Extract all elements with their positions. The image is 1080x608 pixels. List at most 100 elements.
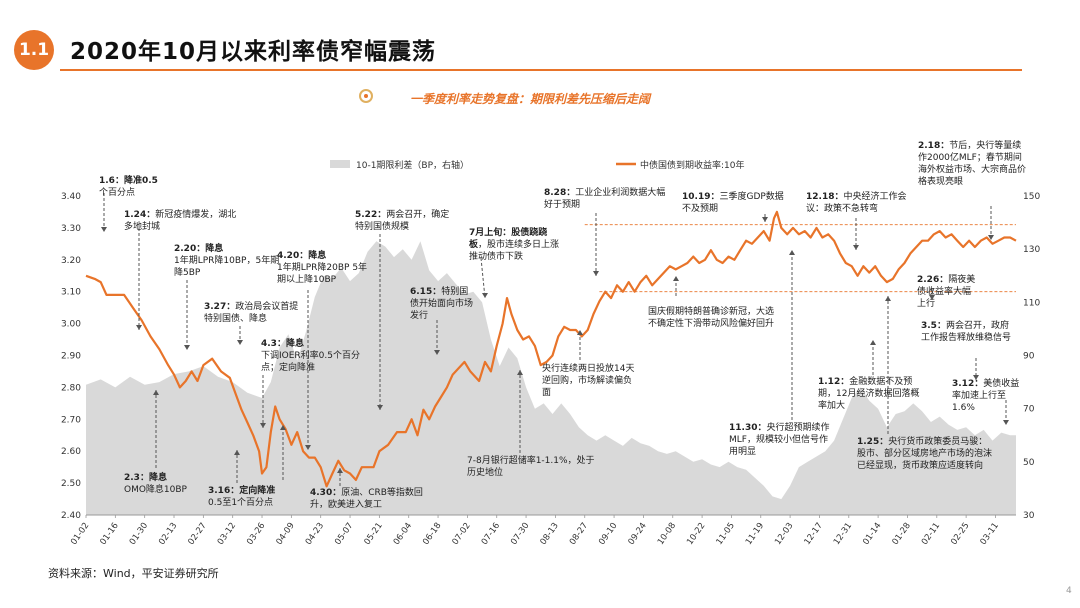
spread-area — [86, 241, 1016, 515]
annotation-0420: 4.20：降息 1年期LPR降20BP 5年期以上降10BP — [277, 250, 369, 286]
annotation-text: 三季度GDP数据不及预期 — [682, 192, 784, 214]
annotation-arrowhead — [762, 217, 768, 222]
y-left-tick-label: 3.00 — [61, 320, 81, 330]
annotation-1019: 10.19：三季度GDP数据不及预期 — [682, 191, 786, 215]
annotation-arrowhead — [1003, 420, 1009, 425]
annotation-arrowhead — [789, 250, 795, 255]
annotation-arrow — [480, 257, 486, 299]
annotation-0106: 1.6：降准0.5 个百分点 — [99, 175, 179, 199]
annotation-date: 10.19： — [682, 192, 720, 202]
annotation-0828: 8.28：工业企业利润数据大幅好于预期 — [544, 187, 672, 211]
title-underline — [60, 69, 1022, 71]
annotation-text: 央行超预期续作MLF，规模较小但信号作用明显 — [729, 423, 830, 457]
annotation-excess-reserve: 7-8月银行超储率1-1.1%，处于历史地位 — [467, 455, 595, 479]
x-tick-label: 04-09 — [274, 521, 296, 547]
annotation-date: 1.25： — [857, 437, 889, 447]
annotation-date: 2.3： — [124, 473, 149, 483]
annotation-arrowhead — [237, 340, 243, 345]
annotation-arrowhead — [234, 450, 240, 455]
annotation-date: 3.27： — [204, 302, 236, 312]
yield-line — [85, 210, 1017, 488]
annotation-label: 股债跷跷板 — [469, 228, 548, 250]
annotation-text: 工业企业利润数据大幅好于预期 — [544, 188, 666, 210]
annotation-national-day: 国庆假期特朗普确诊新冠，大选不确定性下滑带动风险偏好回升 — [648, 306, 776, 330]
annotation-date: 1.12： — [818, 377, 850, 387]
x-tick-label: 01-14 — [861, 521, 883, 547]
y-right-tick-label: 90 — [1023, 352, 1035, 362]
y-left-tick-label: 2.40 — [61, 511, 81, 521]
annotation-text: 两会召开，政府工作报告释放维稳信号 — [921, 321, 1012, 343]
annotation-date: 7月上旬： — [469, 228, 512, 238]
annotation-arrowhead — [973, 375, 979, 380]
y-right-tick-label: 110 — [1023, 298, 1040, 308]
annotation-arrowhead — [929, 295, 935, 300]
annotation-0220: 2.20：降息 1年期LPR降10BP，5年期降5BP — [174, 243, 282, 279]
annotation-text: 央行连续两日投放14天逆回购，市场解读偏负面 — [542, 364, 635, 398]
x-tick-label: 07-16 — [480, 521, 502, 547]
annotation-text: 美债收益率加速上行至1.6% — [952, 379, 1020, 413]
annotation-0430: 4.30：原油、CRB等指数回升，欧美进入复工 — [310, 487, 426, 511]
annotation-arrowhead — [260, 423, 266, 428]
y-right-tick-label: 30 — [1023, 511, 1035, 521]
annotation-arrowhead — [517, 370, 523, 375]
annotation-arrowhead — [337, 468, 343, 473]
y-left-tick-label: 3.20 — [61, 256, 81, 266]
annotation-date: 4.20： — [277, 251, 309, 261]
annotation-text: OMO降息10BP — [124, 485, 187, 495]
y-left-tick-label: 3.10 — [61, 288, 81, 298]
x-tick-label: 12-03 — [773, 521, 795, 547]
legend-swatch-spread — [330, 160, 350, 168]
annotation-date: 8.28： — [544, 188, 576, 198]
annotation-text: 节后，央行等量续作2000亿MLF；春节期间海外权益市场、大宗商品价格表现亮眼 — [918, 141, 1027, 187]
y-right-tick-label: 70 — [1023, 405, 1035, 415]
annotation-date: 2.26： — [917, 275, 949, 285]
annotation-date: 1.6： — [99, 176, 124, 186]
annotation-arrowhead — [280, 425, 286, 430]
annotation-label: 降息 — [205, 244, 224, 254]
annotation-arrowhead — [101, 227, 107, 232]
x-tick-label: 12-31 — [832, 521, 854, 547]
y-left-tick-label: 3.40 — [61, 192, 81, 202]
y-left-tick-label: 2.70 — [61, 415, 81, 425]
annotation-arrowhead — [482, 293, 488, 298]
legend-label-spread: 10-1期限利差（BP，右轴） — [356, 159, 469, 171]
annotation-arrowhead — [305, 445, 311, 450]
x-tick-label: 10-08 — [656, 521, 678, 547]
annotation-text: 央行货币政策委员马骏：股市、部分区域房地产市场的泡沫已经显现，货币政策应适度转向 — [857, 437, 993, 471]
x-tick-label: 05-07 — [333, 521, 355, 547]
annotation-text: 新冠疫情爆发，湖北多地封城 — [124, 210, 237, 232]
annotation-reverse-repo: 央行连续两日投放14天逆回购，市场解读偏负面 — [542, 363, 640, 399]
annotation-july: 7月上旬：股债跷跷板，股市连续多日上涨推动债市下跌 — [469, 227, 561, 263]
annotation-0124: 1.24：新冠疫情爆发，湖北多地封城 — [124, 209, 244, 233]
page-number: 4 — [1066, 586, 1072, 596]
annotation-label: 降息 — [148, 473, 167, 483]
annotation-1218: 12.18：中央经济工作会议：政策不急转弯 — [806, 191, 910, 215]
x-tick-label: 07-02 — [450, 521, 472, 547]
x-tick-label: 11-19 — [744, 521, 766, 547]
annotation-arrowhead — [853, 245, 859, 250]
annotation-arrowhead — [885, 296, 891, 301]
x-tick-label: 02-27 — [186, 521, 208, 547]
annotation-arrowhead — [577, 330, 583, 335]
x-tick-label: 02-25 — [949, 521, 971, 547]
annotation-arrowhead — [988, 235, 994, 240]
annotation-date: 3.12： — [952, 379, 984, 389]
annotation-arrowhead — [136, 325, 142, 330]
annotation-arrowhead — [184, 345, 190, 350]
x-tick-label: 03-12 — [216, 521, 238, 547]
annotation-arrowhead — [870, 340, 876, 345]
annotation-date: 6.15： — [410, 287, 442, 297]
x-tick-label: 07-30 — [509, 521, 531, 547]
annotation-0403: 4.3：降息 下调IOER利率0.5个百分点；定向降准 — [261, 338, 361, 374]
annotation-text: 特别国债开始面向市场发行 — [410, 287, 474, 321]
annotation-text: 金融数据不及预期，12月经济数据回落概率加大 — [818, 377, 920, 411]
annotation-text: ，股市连续多日上涨推动债市下跌 — [469, 240, 560, 262]
annotation-arrowhead — [153, 390, 159, 395]
x-tick-label: 05-21 — [362, 521, 384, 547]
x-tick-label: 06-04 — [392, 521, 414, 547]
y-left-tick-label: 3.30 — [61, 224, 81, 234]
annotation-0226: 2.26：隔夜美债收益率大幅上行 — [917, 274, 979, 310]
annotation-text: 1年期LPR降10BP，5年期降5BP — [174, 256, 280, 278]
x-tick-label: 03-11 — [979, 521, 1001, 547]
annotation-text: 政治局会议首提特别国债、降息 — [204, 302, 299, 324]
